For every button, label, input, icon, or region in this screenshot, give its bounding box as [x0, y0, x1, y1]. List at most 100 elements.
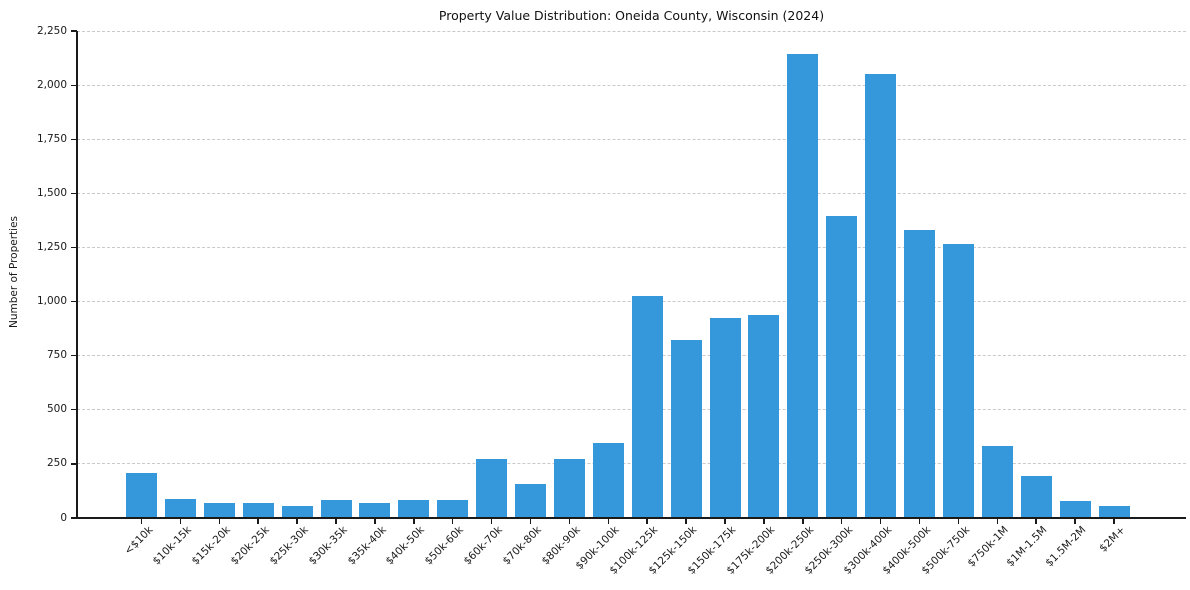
- x-tick-label: $50k-60k: [422, 524, 467, 568]
- gridline: [77, 355, 1186, 357]
- gridline: [77, 246, 1186, 248]
- bar: [709, 318, 741, 518]
- y-tick-mark: [71, 138, 77, 140]
- bar: [281, 506, 313, 518]
- x-tick-mark: [335, 518, 337, 524]
- x-tick-label: $15k-20k: [189, 524, 233, 568]
- x-tick-mark: [374, 518, 376, 524]
- y-tick-label: 1,500: [36, 186, 67, 199]
- x-tick-mark: [957, 518, 960, 524]
- x-tick-mark: [179, 518, 182, 524]
- y-tick-mark: [71, 409, 77, 411]
- x-tick-label: <$10k: [121, 524, 155, 558]
- bar: [748, 314, 780, 518]
- x-tick-label: $1.5M-2M: [1043, 524, 1089, 570]
- y-tick-label: 2,000: [36, 78, 67, 91]
- bar: [437, 499, 469, 518]
- y-tick-mark: [71, 84, 77, 86]
- gridline: [77, 84, 1186, 86]
- gridline: [77, 138, 1186, 140]
- x-tick-mark: [763, 518, 765, 524]
- x-tick-label: $20k-25k: [228, 524, 272, 568]
- bar: [515, 483, 546, 518]
- bar: [631, 295, 663, 518]
- bar: [1059, 500, 1091, 518]
- y-tick-mark: [71, 192, 77, 195]
- x-tick-label: $60k-70k: [461, 524, 506, 568]
- x-tick-label: $25k-30k: [267, 524, 311, 568]
- y-tick-label: 1,250: [36, 240, 67, 253]
- chart-title: Property Value Distribution: Oneida Coun…: [438, 8, 825, 23]
- bar: [398, 499, 430, 518]
- y-tick-label: 1,000: [36, 295, 67, 308]
- bar: [904, 230, 935, 518]
- x-tick-mark: [724, 518, 726, 524]
- bar: [359, 502, 391, 518]
- y-tick-mark: [71, 246, 77, 249]
- x-tick-label: $750k-1M: [965, 524, 1011, 570]
- bar: [670, 340, 702, 518]
- y-tick-label: 2,250: [36, 24, 67, 37]
- x-tick-mark: [257, 518, 259, 524]
- bar: [164, 498, 196, 518]
- gridline: [77, 192, 1186, 194]
- y-tick-label: 1,750: [36, 132, 67, 145]
- y-tick-mark: [71, 463, 77, 465]
- x-tick-mark: [490, 518, 493, 524]
- x-tick-label: $70k-80k: [500, 524, 544, 568]
- x-tick-mark: [529, 518, 532, 524]
- x-tick-mark: [451, 518, 454, 524]
- x-tick-mark: [1035, 518, 1037, 524]
- x-tick-label: $35k-40k: [345, 524, 389, 568]
- gridline: [77, 463, 1186, 465]
- x-tick-label: $2M+: [1096, 524, 1128, 555]
- bar: [1098, 506, 1130, 518]
- bar: [592, 442, 624, 518]
- x-tick-mark: [918, 518, 921, 524]
- gridline: [77, 30, 1186, 32]
- bar: [126, 472, 157, 518]
- y-axis-spine: [76, 31, 78, 519]
- bar: [320, 500, 352, 518]
- x-tick-label: $1M-1.5M: [1004, 524, 1050, 570]
- x-tick-mark: [802, 518, 804, 524]
- bar: [981, 445, 1013, 518]
- gridline: [77, 301, 1186, 303]
- x-tick-label: $40k-50k: [383, 524, 428, 568]
- x-tick-mark: [840, 518, 843, 524]
- y-axis-label: Number of Properties: [8, 215, 20, 329]
- bar: [865, 74, 897, 518]
- y-tick-label: 500: [46, 403, 67, 416]
- x-tick-mark: [296, 518, 298, 524]
- gridline: [77, 409, 1186, 411]
- x-tick-mark: [685, 518, 687, 524]
- y-tick-label: 250: [46, 457, 67, 470]
- bar: [942, 244, 974, 518]
- x-tick-mark: [218, 518, 221, 524]
- x-tick-mark: [646, 518, 648, 524]
- y-tick-mark: [71, 517, 77, 519]
- bar: [553, 459, 585, 518]
- y-tick-label: 750: [46, 349, 67, 362]
- bar: [242, 502, 274, 518]
- x-tick-mark: [1113, 518, 1115, 524]
- x-tick-label: $10k-15k: [150, 524, 194, 568]
- bar: [826, 215, 858, 518]
- x-axis-spine: [76, 517, 1186, 519]
- bar: [787, 53, 819, 518]
- x-tick-mark: [879, 518, 882, 524]
- bar: [476, 459, 508, 518]
- x-tick-label: $30k-35k: [306, 524, 350, 568]
- x-tick-mark: [996, 518, 999, 524]
- x-tick-mark: [568, 518, 571, 524]
- y-tick-label: 0: [60, 511, 67, 524]
- x-tick-mark: [140, 518, 143, 524]
- x-tick-mark: [607, 518, 610, 524]
- x-tick-mark: [413, 518, 415, 524]
- y-tick-mark: [71, 355, 77, 357]
- plot-area: [77, 30, 1186, 518]
- y-tick-mark: [71, 30, 77, 32]
- bar: [203, 502, 235, 518]
- x-tick-mark: [1074, 518, 1076, 524]
